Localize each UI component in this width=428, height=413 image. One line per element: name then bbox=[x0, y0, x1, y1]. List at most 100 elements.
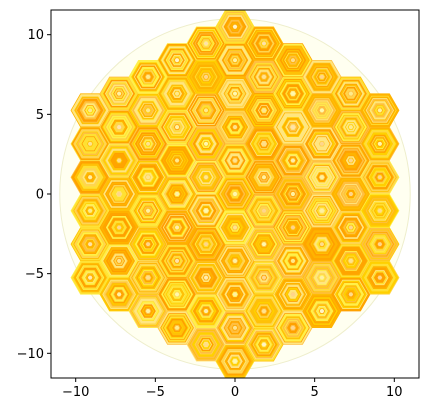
hex-core bbox=[116, 91, 122, 96]
hex-core bbox=[319, 175, 325, 180]
hex-cell bbox=[215, 344, 255, 378]
hex-core bbox=[116, 192, 122, 196]
hex-core bbox=[87, 175, 93, 180]
hex-cell bbox=[215, 10, 255, 44]
hex-core bbox=[203, 242, 209, 247]
hex-core bbox=[203, 108, 209, 113]
hex-cell bbox=[128, 93, 168, 128]
hex-cell bbox=[157, 310, 197, 345]
y-tick-label: 10 bbox=[27, 28, 44, 43]
hex-core bbox=[261, 275, 267, 280]
hex-core bbox=[87, 141, 93, 146]
hex-cell bbox=[128, 260, 168, 295]
hex-core bbox=[174, 325, 180, 330]
hex-core bbox=[348, 125, 354, 130]
hex-cell bbox=[99, 243, 139, 278]
hex-core bbox=[203, 41, 209, 46]
hex-cell bbox=[331, 243, 371, 278]
hex-cell bbox=[331, 76, 371, 111]
hex-cell bbox=[273, 143, 313, 178]
hex-core bbox=[87, 208, 93, 213]
hex-cell bbox=[215, 76, 255, 111]
hex-core bbox=[174, 58, 180, 63]
hex-cell bbox=[99, 177, 139, 211]
hex-core bbox=[232, 58, 238, 63]
hex-cell bbox=[128, 227, 168, 262]
hex-cell bbox=[186, 59, 226, 94]
y-tick-label: −5 bbox=[25, 267, 44, 282]
hex-cell bbox=[331, 277, 371, 312]
hex-cell bbox=[273, 310, 313, 345]
hex-core bbox=[319, 108, 325, 113]
hex-core bbox=[290, 158, 296, 163]
hex-cell bbox=[157, 277, 197, 312]
hex-cell bbox=[157, 177, 197, 211]
hex-core bbox=[232, 359, 238, 364]
hex-core bbox=[348, 158, 354, 163]
x-tick-label: 0 bbox=[231, 385, 239, 400]
hex-core bbox=[174, 192, 180, 196]
hex-cell bbox=[244, 294, 284, 329]
hex-cell bbox=[273, 76, 313, 111]
hex-core bbox=[232, 192, 238, 196]
hex-core bbox=[232, 158, 238, 163]
hex-core bbox=[203, 309, 209, 314]
hex-cell bbox=[360, 160, 400, 195]
x-tick-label: 5 bbox=[311, 385, 319, 400]
hex-core bbox=[232, 292, 238, 297]
hex-cell bbox=[70, 160, 110, 195]
hex-cell bbox=[70, 126, 110, 161]
hex-core bbox=[174, 125, 180, 130]
hex-cell bbox=[302, 260, 342, 295]
hex-cell bbox=[273, 43, 313, 78]
hex-cell bbox=[186, 126, 226, 161]
hex-core bbox=[116, 292, 122, 297]
hex-core bbox=[261, 108, 267, 113]
hex-cell bbox=[360, 227, 400, 262]
hex-core bbox=[87, 275, 93, 280]
y-tick-label: 5 bbox=[36, 108, 44, 123]
hex-core bbox=[290, 292, 296, 297]
hex-core bbox=[319, 141, 325, 146]
y-tick-label: 0 bbox=[36, 188, 44, 203]
hex-cell bbox=[157, 76, 197, 111]
hex-cell bbox=[70, 193, 110, 228]
hex-cell bbox=[99, 277, 139, 312]
hex-core bbox=[116, 158, 122, 163]
hex-cell bbox=[157, 110, 197, 145]
hex-core bbox=[174, 225, 180, 230]
hex-core bbox=[232, 91, 238, 96]
hex-cell bbox=[128, 160, 168, 195]
hex-core bbox=[261, 74, 267, 79]
hex-cell bbox=[360, 260, 400, 295]
hex-cell bbox=[186, 227, 226, 262]
hex-cell bbox=[99, 76, 139, 111]
hex-cell bbox=[302, 294, 342, 329]
hex-cell bbox=[302, 93, 342, 128]
x-tick-label: −10 bbox=[62, 385, 89, 400]
hex-core bbox=[290, 325, 296, 330]
hex-cell bbox=[186, 160, 226, 195]
hex-cell bbox=[244, 59, 284, 94]
hex-cell bbox=[244, 193, 284, 228]
hex-cell bbox=[244, 160, 284, 195]
hex-core bbox=[377, 208, 383, 213]
hex-core bbox=[145, 141, 151, 146]
hex-core bbox=[290, 58, 296, 63]
hex-core bbox=[145, 208, 151, 213]
hex-cell bbox=[70, 227, 110, 262]
hex-cell bbox=[186, 26, 226, 61]
y-tick-label: −10 bbox=[17, 347, 44, 362]
hex-cell bbox=[186, 327, 226, 362]
hex-core bbox=[348, 91, 354, 96]
hex-core bbox=[174, 91, 180, 96]
hex-cell bbox=[157, 143, 197, 178]
hex-core bbox=[232, 125, 238, 130]
hex-cell bbox=[99, 210, 139, 245]
hex-core bbox=[87, 242, 93, 247]
hex-cell bbox=[99, 143, 139, 178]
hex-cell bbox=[244, 260, 284, 295]
hex-core bbox=[261, 141, 267, 146]
hex-cell bbox=[215, 243, 255, 278]
